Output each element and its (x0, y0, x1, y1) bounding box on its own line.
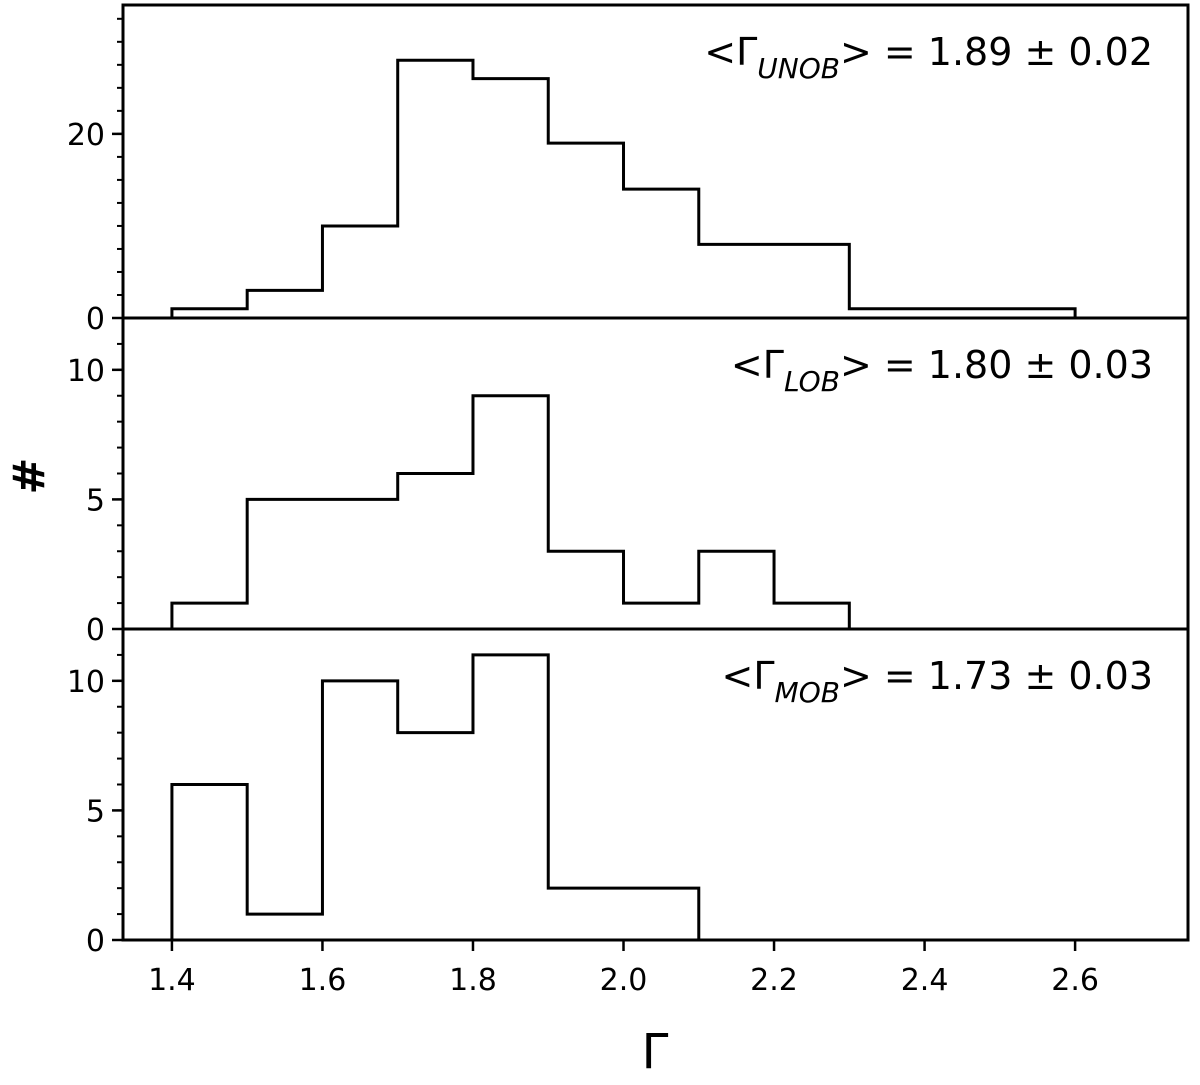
panel-lob: 0 5 10 <ΓLOB> = 1.80 ± 0.03 (67, 316, 1190, 648)
y-tick-label: 5 (86, 483, 105, 518)
annotation-suffix: > = 1.73 ± 0.03 (840, 654, 1153, 698)
x-tick-label: 1.4 (148, 963, 196, 998)
x-tick-label: 2.4 (901, 963, 949, 998)
annotation-suffix: > = 1.80 ± 0.03 (840, 343, 1153, 387)
annotation-prefix: <Γ (704, 30, 757, 74)
x-tick-label: 2.2 (750, 963, 798, 998)
panel-unob: 0 20 <ΓUNOB> = 1.89 ± 0.02 (67, 3, 1190, 337)
annotation-suffix: > = 1.89 ± 0.02 (840, 30, 1153, 74)
panel-mob: 0 5 10 <ΓMOB> = 1.73 ± 0.03 (67, 627, 1190, 959)
x-tick-label: 2.6 (1051, 963, 1099, 998)
y-tick-label: 0 (86, 302, 105, 337)
y-axis-label: # (4, 458, 55, 495)
x-axis-label: Γ (642, 1024, 669, 1080)
x-tick-label: 2.0 (600, 963, 648, 998)
histogram-mob (170, 653, 1151, 942)
annotation-prefix: <Γ (722, 654, 775, 698)
annotation-subscript: MOB (775, 676, 840, 709)
annotation-subscript: UNOB (757, 52, 840, 85)
x-tick-label: 1.6 (299, 963, 347, 998)
annotation-unob: <ΓUNOB> = 1.89 ± 0.02 (704, 30, 1153, 85)
x-axis: 1.4 1.6 1.8 2.0 2.2 2.4 2.6 (148, 940, 1099, 998)
annotation-lob: <ΓLOB> = 1.80 ± 0.03 (731, 343, 1153, 398)
y-tick-label: 10 (67, 354, 105, 389)
x-tick-label: 1.8 (449, 963, 497, 998)
y-tick-label: 0 (86, 924, 105, 959)
annotation-prefix: <Γ (731, 343, 784, 387)
annotation-subscript: LOB (784, 365, 840, 398)
histogram-unob (170, 58, 1077, 318)
histogram-lob (170, 394, 851, 629)
y-tick-label: 5 (86, 794, 105, 829)
annotation-mob: <ΓMOB> = 1.73 ± 0.03 (722, 654, 1153, 709)
y-tick-label: 10 (67, 665, 105, 700)
y-tick-label: 20 (67, 118, 105, 153)
y-tick-label: 0 (86, 613, 105, 648)
